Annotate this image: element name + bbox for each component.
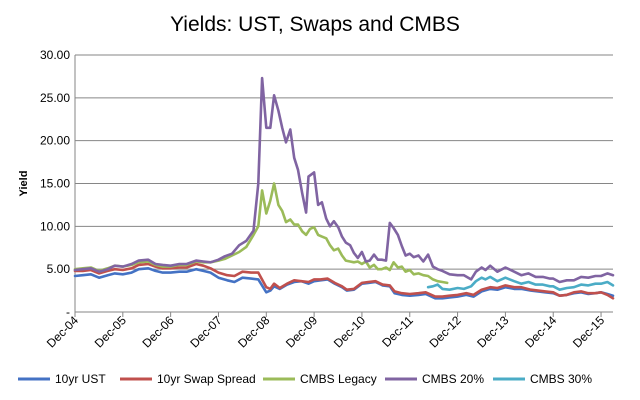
y-tick-label: 15.00 [40,177,70,191]
x-tick-label: Dec-04 [44,313,81,350]
x-tick-label: Dec-09 [283,313,320,350]
x-tick-label: Dec-11 [379,313,416,350]
chart-title: Yields: UST, Swaps and CMBS [170,13,460,36]
axes: - 5.00 10.00 15.00 20.00 25.00 30.00 Dec-04 Dec-… [40,48,613,350]
gridlines [75,54,613,270]
series-line-cmbs-30 [426,275,615,291]
x-tick-label: Dec-08 [235,313,272,350]
legend-label-cmbs-legacy: CMBS Legacy [300,372,377,386]
x-tick-label: Dec-12 [426,313,463,350]
x-tick-label: Dec-13 [474,313,511,350]
legend-label-10yr-ust: 10yr UST [55,372,106,386]
legend-label-cmbs-20: CMBS 20% [422,372,484,386]
y-tick-label: 5.00 [47,262,71,276]
y-tick-label: 25.00 [40,91,70,105]
series-line-10yr-swap-spread [73,262,615,300]
x-tick-label: Dec-06 [140,313,177,350]
y-axis-title: Yield [18,171,30,197]
legend: 10yr UST 10yr Swap Spread CMBS Legacy CMBS … [18,372,592,386]
series-line-cmbs-20 [73,76,615,284]
x-tick-label: Dec-14 [522,313,559,350]
series-lines [73,76,615,300]
legend-label-cmbs-30: CMBS 30% [530,372,592,386]
x-tick-label: Dec-10 [331,313,368,350]
x-tick-label: Dec-07 [187,313,224,350]
legend-label-10yr-swap-spread: 10yr Swap Spread [157,372,256,386]
y-tick-label: 20.00 [40,134,70,148]
y-tick-label: 30.00 [40,48,70,62]
y-tick-label: 10.00 [40,219,70,233]
x-tick-label: Dec-05 [92,313,129,350]
y-tick-label: - [66,305,70,319]
x-tick-label: Dec-15 [570,313,607,350]
